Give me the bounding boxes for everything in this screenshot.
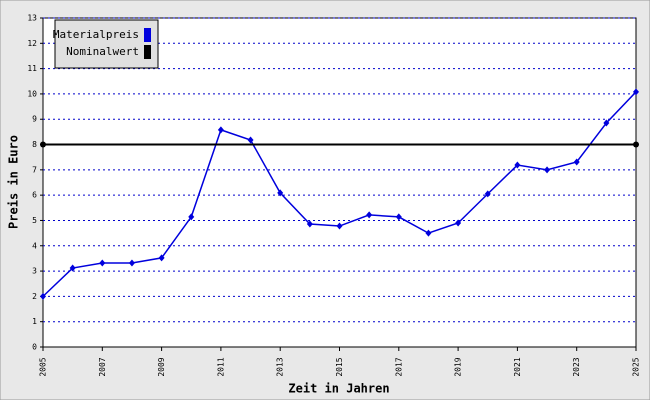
x-tick-label: 2005 bbox=[39, 357, 48, 376]
y-tick-label: 13 bbox=[27, 14, 37, 23]
y-tick-label: 7 bbox=[32, 165, 37, 174]
x-tick-label: 2019 bbox=[454, 357, 463, 376]
x-tick-label: 2023 bbox=[572, 357, 581, 376]
legend-label: Materialpreis bbox=[53, 28, 139, 41]
point bbox=[484, 190, 491, 198]
point bbox=[247, 136, 254, 144]
point bbox=[366, 211, 373, 219]
point bbox=[128, 259, 135, 267]
point bbox=[158, 254, 165, 262]
point bbox=[40, 292, 46, 300]
x-tick-label: 2009 bbox=[157, 357, 166, 376]
point bbox=[99, 259, 106, 267]
y-tick-label: 0 bbox=[32, 343, 37, 352]
point bbox=[69, 264, 76, 272]
x-axis-title: Zeit in Jahren bbox=[288, 382, 389, 396]
y-tick-label: 2 bbox=[32, 292, 37, 301]
point bbox=[217, 126, 224, 134]
x-tick-label: 2007 bbox=[98, 357, 107, 376]
y-axis-title: Preis in Euro bbox=[7, 135, 21, 229]
legend-swatch bbox=[144, 28, 151, 42]
point bbox=[603, 119, 610, 127]
point bbox=[306, 220, 313, 228]
x-tick-label: 2011 bbox=[216, 357, 225, 376]
point bbox=[425, 229, 432, 237]
y-tick-label: 6 bbox=[32, 191, 37, 200]
y-tick-label: 12 bbox=[27, 39, 37, 48]
point bbox=[40, 141, 46, 148]
point bbox=[336, 222, 343, 230]
x-tick-label: 2017 bbox=[394, 357, 403, 376]
point bbox=[277, 189, 284, 197]
x-tick-label: 2021 bbox=[513, 357, 522, 376]
y-tick-label: 1 bbox=[32, 317, 37, 326]
point bbox=[573, 158, 580, 166]
point bbox=[514, 161, 521, 169]
legend-box bbox=[54, 19, 159, 69]
y-tick-label: 8 bbox=[32, 140, 37, 149]
plot-area bbox=[42, 17, 637, 348]
point bbox=[455, 219, 462, 227]
y-tick-label: 10 bbox=[27, 89, 37, 98]
y-tick-label: 3 bbox=[32, 267, 37, 276]
legend-label: Nominalwert bbox=[66, 45, 139, 58]
x-tick-label: 2025 bbox=[632, 357, 641, 376]
x-tick-label: 2013 bbox=[276, 357, 285, 376]
y-tick-label: 11 bbox=[27, 64, 37, 73]
point bbox=[188, 213, 195, 221]
x-tick-label: 2015 bbox=[335, 357, 344, 376]
point bbox=[633, 88, 639, 96]
point bbox=[633, 141, 639, 148]
y-tick-label: 4 bbox=[32, 241, 37, 250]
point bbox=[544, 166, 551, 174]
y-tick-label: 9 bbox=[32, 115, 37, 124]
point bbox=[395, 213, 402, 221]
y-tick-label: 5 bbox=[32, 216, 37, 225]
legend-swatch bbox=[144, 45, 151, 59]
